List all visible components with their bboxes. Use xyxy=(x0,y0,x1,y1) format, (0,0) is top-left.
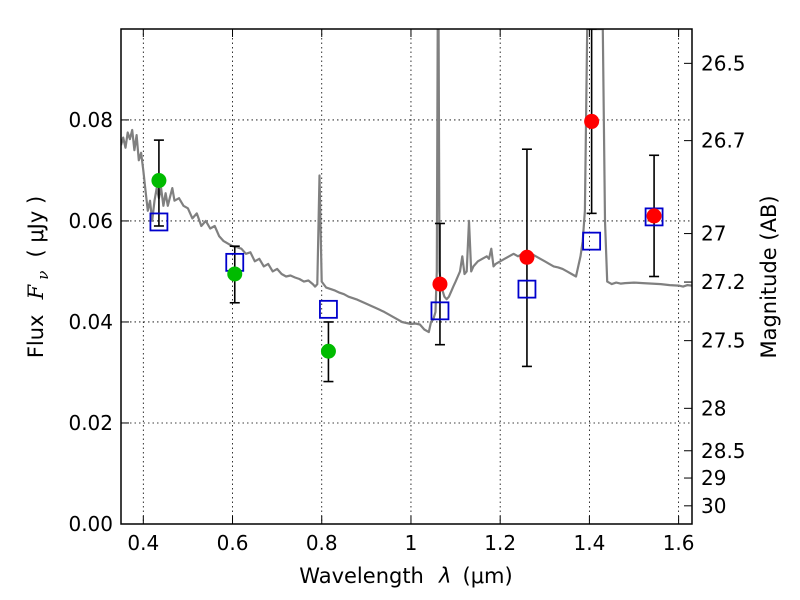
y2-tick-label: 29 xyxy=(701,466,726,490)
y-axis-label: Flux F ν ( μJy ) xyxy=(24,196,52,358)
observed-point-marker xyxy=(227,266,243,282)
observed-point-marker xyxy=(432,276,448,292)
y2-tick-label: 26.5 xyxy=(701,51,746,75)
y-tick-label: 0.02 xyxy=(68,411,113,435)
observed-point-marker xyxy=(584,113,600,129)
observed-point-marker xyxy=(646,208,662,224)
model-square-marker xyxy=(517,279,537,299)
y2-tick-label: 28 xyxy=(701,396,726,420)
model-square-marker xyxy=(582,231,602,251)
plot-frame xyxy=(120,28,693,525)
y2-tick-label: 27.5 xyxy=(701,329,746,353)
x-tick-label: 1.6 xyxy=(663,531,695,555)
marker-layer xyxy=(149,113,664,359)
y2-tick-label: 30 xyxy=(701,494,726,518)
x-tick-label: 1 xyxy=(405,531,418,555)
tick-layer xyxy=(121,29,692,525)
y2-tick-label: 27.2 xyxy=(701,270,746,294)
model-spectrum-series xyxy=(121,29,692,334)
y2-tick-label: 27 xyxy=(701,222,726,246)
observed-point-marker xyxy=(151,173,167,189)
model-square-marker xyxy=(149,212,169,232)
y-tick-label: 0.04 xyxy=(68,310,113,334)
y-tick-label: 0.08 xyxy=(68,108,113,132)
x-tick-label: 1.2 xyxy=(484,531,516,555)
magnitude-axis-label: Magnitude (AB) xyxy=(757,195,781,358)
errorbar-layer xyxy=(153,29,660,383)
tick-label-layer: 0.4 0.6 0.8 1 1.2 1.4 1.6 0.00 0.02 0.04 0.06 0.08 2… xyxy=(68,51,745,555)
y2-tick-label: 26.7 xyxy=(701,129,746,153)
x-tick-label: 0.4 xyxy=(127,531,159,555)
y2-tick-label: 28.5 xyxy=(701,439,746,463)
observed-point-marker xyxy=(519,249,535,265)
observed-point-marker xyxy=(320,343,336,359)
y-tick-label: 0.00 xyxy=(68,512,113,536)
y-tick-label: 0.06 xyxy=(68,209,113,233)
model-square-marker xyxy=(430,301,450,321)
model-spectrum-line xyxy=(121,29,692,334)
x-tick-label: 0.6 xyxy=(217,531,249,555)
x-tick-label: 1.4 xyxy=(573,531,605,555)
x-tick-label: 0.8 xyxy=(306,531,338,555)
model-square-marker xyxy=(319,299,338,319)
x-axis-label: Wavelength λ (μm) xyxy=(299,564,512,588)
